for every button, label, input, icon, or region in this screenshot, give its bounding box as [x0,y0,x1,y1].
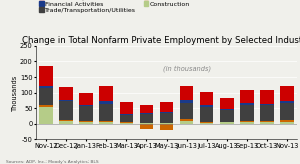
Bar [99,121,113,122]
Bar [140,123,153,124]
Bar [140,113,153,114]
Bar [80,106,93,121]
Bar [39,88,53,105]
Bar [59,87,73,100]
Title: Change in Total Nonfarm Private Employment by Selected Industry: Change in Total Nonfarm Private Employme… [22,36,300,45]
Bar [80,121,93,122]
Bar [160,102,173,112]
Bar [140,124,153,129]
Bar [99,104,113,121]
Bar [59,101,73,120]
Bar [140,114,153,123]
Bar [99,122,113,124]
Bar [119,102,133,113]
Bar [260,90,274,104]
Bar [240,90,253,103]
Bar [160,123,173,124]
Bar [280,120,294,122]
Bar [160,113,173,123]
Bar [39,66,53,86]
Bar [39,86,53,88]
Text: Sources: ADP, Inc.; Moody’s Analytics; BLS: Sources: ADP, Inc.; Moody’s Analytics; B… [6,160,99,164]
Bar [260,122,274,124]
Y-axis label: Thousands: Thousands [12,74,18,111]
Bar [119,113,133,115]
Bar [80,122,93,124]
Bar [260,121,274,122]
Bar [240,105,253,121]
Bar [59,120,73,121]
Bar [200,122,214,123]
Bar [140,104,153,113]
Legend: Professional/Business Services, Financial Activities, Trade/Transportation/Utili: Professional/Business Services, Financia… [39,0,196,13]
Bar [220,122,234,124]
Bar [39,107,53,124]
Bar [119,122,133,123]
Bar [59,100,73,101]
Bar [280,86,294,101]
Bar [180,121,194,124]
Bar [99,101,113,104]
Bar [240,103,253,105]
Bar [280,101,294,103]
Bar [260,105,274,121]
Bar [160,112,173,113]
Bar [240,122,253,124]
Bar [200,105,214,107]
Bar [39,105,53,107]
Bar [220,110,234,122]
Bar [80,105,93,106]
Bar [200,123,214,124]
Bar [260,104,274,105]
Bar [180,100,194,103]
Bar [180,86,194,100]
Bar [240,121,253,122]
Bar [80,93,93,105]
Bar [280,122,294,124]
Bar [180,119,194,121]
Bar [160,124,173,130]
Bar [220,109,234,110]
Bar [119,115,133,122]
Text: (in thousands): (in thousands) [163,65,212,72]
Bar [200,107,214,122]
Bar [119,123,133,124]
Bar [280,103,294,120]
Bar [200,92,214,105]
Bar [59,121,73,124]
Bar [99,86,113,101]
Bar [220,98,234,109]
Bar [180,103,194,119]
